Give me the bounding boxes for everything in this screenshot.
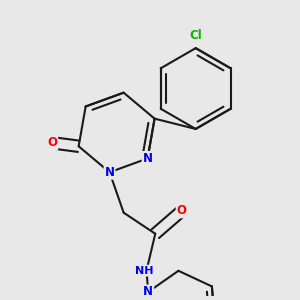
Text: O: O: [177, 204, 187, 218]
Text: N: N: [105, 166, 115, 179]
Text: NH: NH: [136, 266, 154, 276]
Text: N: N: [143, 286, 153, 298]
Text: O: O: [47, 136, 57, 149]
Text: Cl: Cl: [189, 29, 202, 42]
Text: N: N: [142, 152, 153, 165]
